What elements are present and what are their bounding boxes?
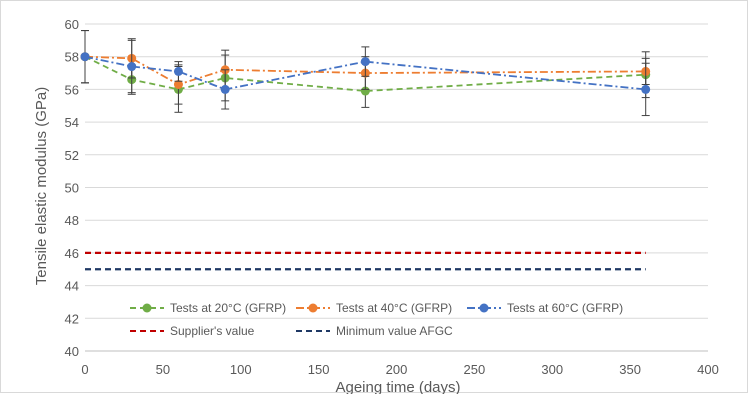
x-axis-label: Ageing time (days) xyxy=(335,379,460,394)
y-tick-label: 48 xyxy=(65,213,79,228)
x-tick-label: 300 xyxy=(541,362,563,377)
data-point xyxy=(641,84,651,94)
legend-label: Tests at 40°C (GFRP) xyxy=(336,301,452,315)
y-tick-label: 60 xyxy=(65,17,79,32)
y-tick-label: 46 xyxy=(65,246,79,261)
y-tick-label: 54 xyxy=(65,115,79,130)
data-point xyxy=(220,84,230,94)
legend-label: Minimum value AFGC xyxy=(336,324,453,338)
axes: 40 42 44 46 48 50 52 54 56 58 60 0 50 100 150 200 250 300… xyxy=(65,17,719,377)
y-tick-label: 56 xyxy=(65,82,79,97)
data-series xyxy=(80,30,651,117)
x-tick-label: 350 xyxy=(619,362,641,377)
x-tick-label: 50 xyxy=(156,362,170,377)
y-tick-label: 44 xyxy=(65,279,79,294)
y-tick-label: 52 xyxy=(65,148,79,163)
reference-lines xyxy=(85,251,646,271)
y-tick-label: 42 xyxy=(65,311,79,326)
data-point xyxy=(173,66,183,76)
data-point xyxy=(173,79,183,89)
legend-label: Supplier's value xyxy=(170,324,255,338)
x-tick-label: 200 xyxy=(386,362,408,377)
legend-label: Tests at 20°C (GFRP) xyxy=(170,301,286,315)
legend-marker xyxy=(479,303,489,313)
series-line-1 xyxy=(84,55,646,86)
data-point xyxy=(360,57,370,67)
data-point xyxy=(360,86,370,96)
data-point xyxy=(80,52,90,62)
y-tick-label: 40 xyxy=(65,344,79,359)
x-tick-label: 100 xyxy=(230,362,252,377)
x-tick-label: 0 xyxy=(81,362,88,377)
y-tick-label: 58 xyxy=(65,50,79,65)
legend-marker xyxy=(308,303,318,313)
legend-label: Tests at 60°C (GFRP) xyxy=(507,301,623,315)
y-tick-label: 50 xyxy=(65,181,79,196)
x-tick-label: 400 xyxy=(697,362,719,377)
series-line-2 xyxy=(84,55,646,91)
y-axis-label: Tensile elastic modulus (GPa) xyxy=(33,87,50,285)
legend: Tests at 20°C (GFRP) Tests at 40°C (GFRP)… xyxy=(130,301,623,338)
x-tick-label: 150 xyxy=(308,362,330,377)
legend-marker xyxy=(142,303,152,313)
x-tick-label: 250 xyxy=(464,362,486,377)
data-point xyxy=(127,62,137,72)
series-line-0 xyxy=(84,55,646,92)
